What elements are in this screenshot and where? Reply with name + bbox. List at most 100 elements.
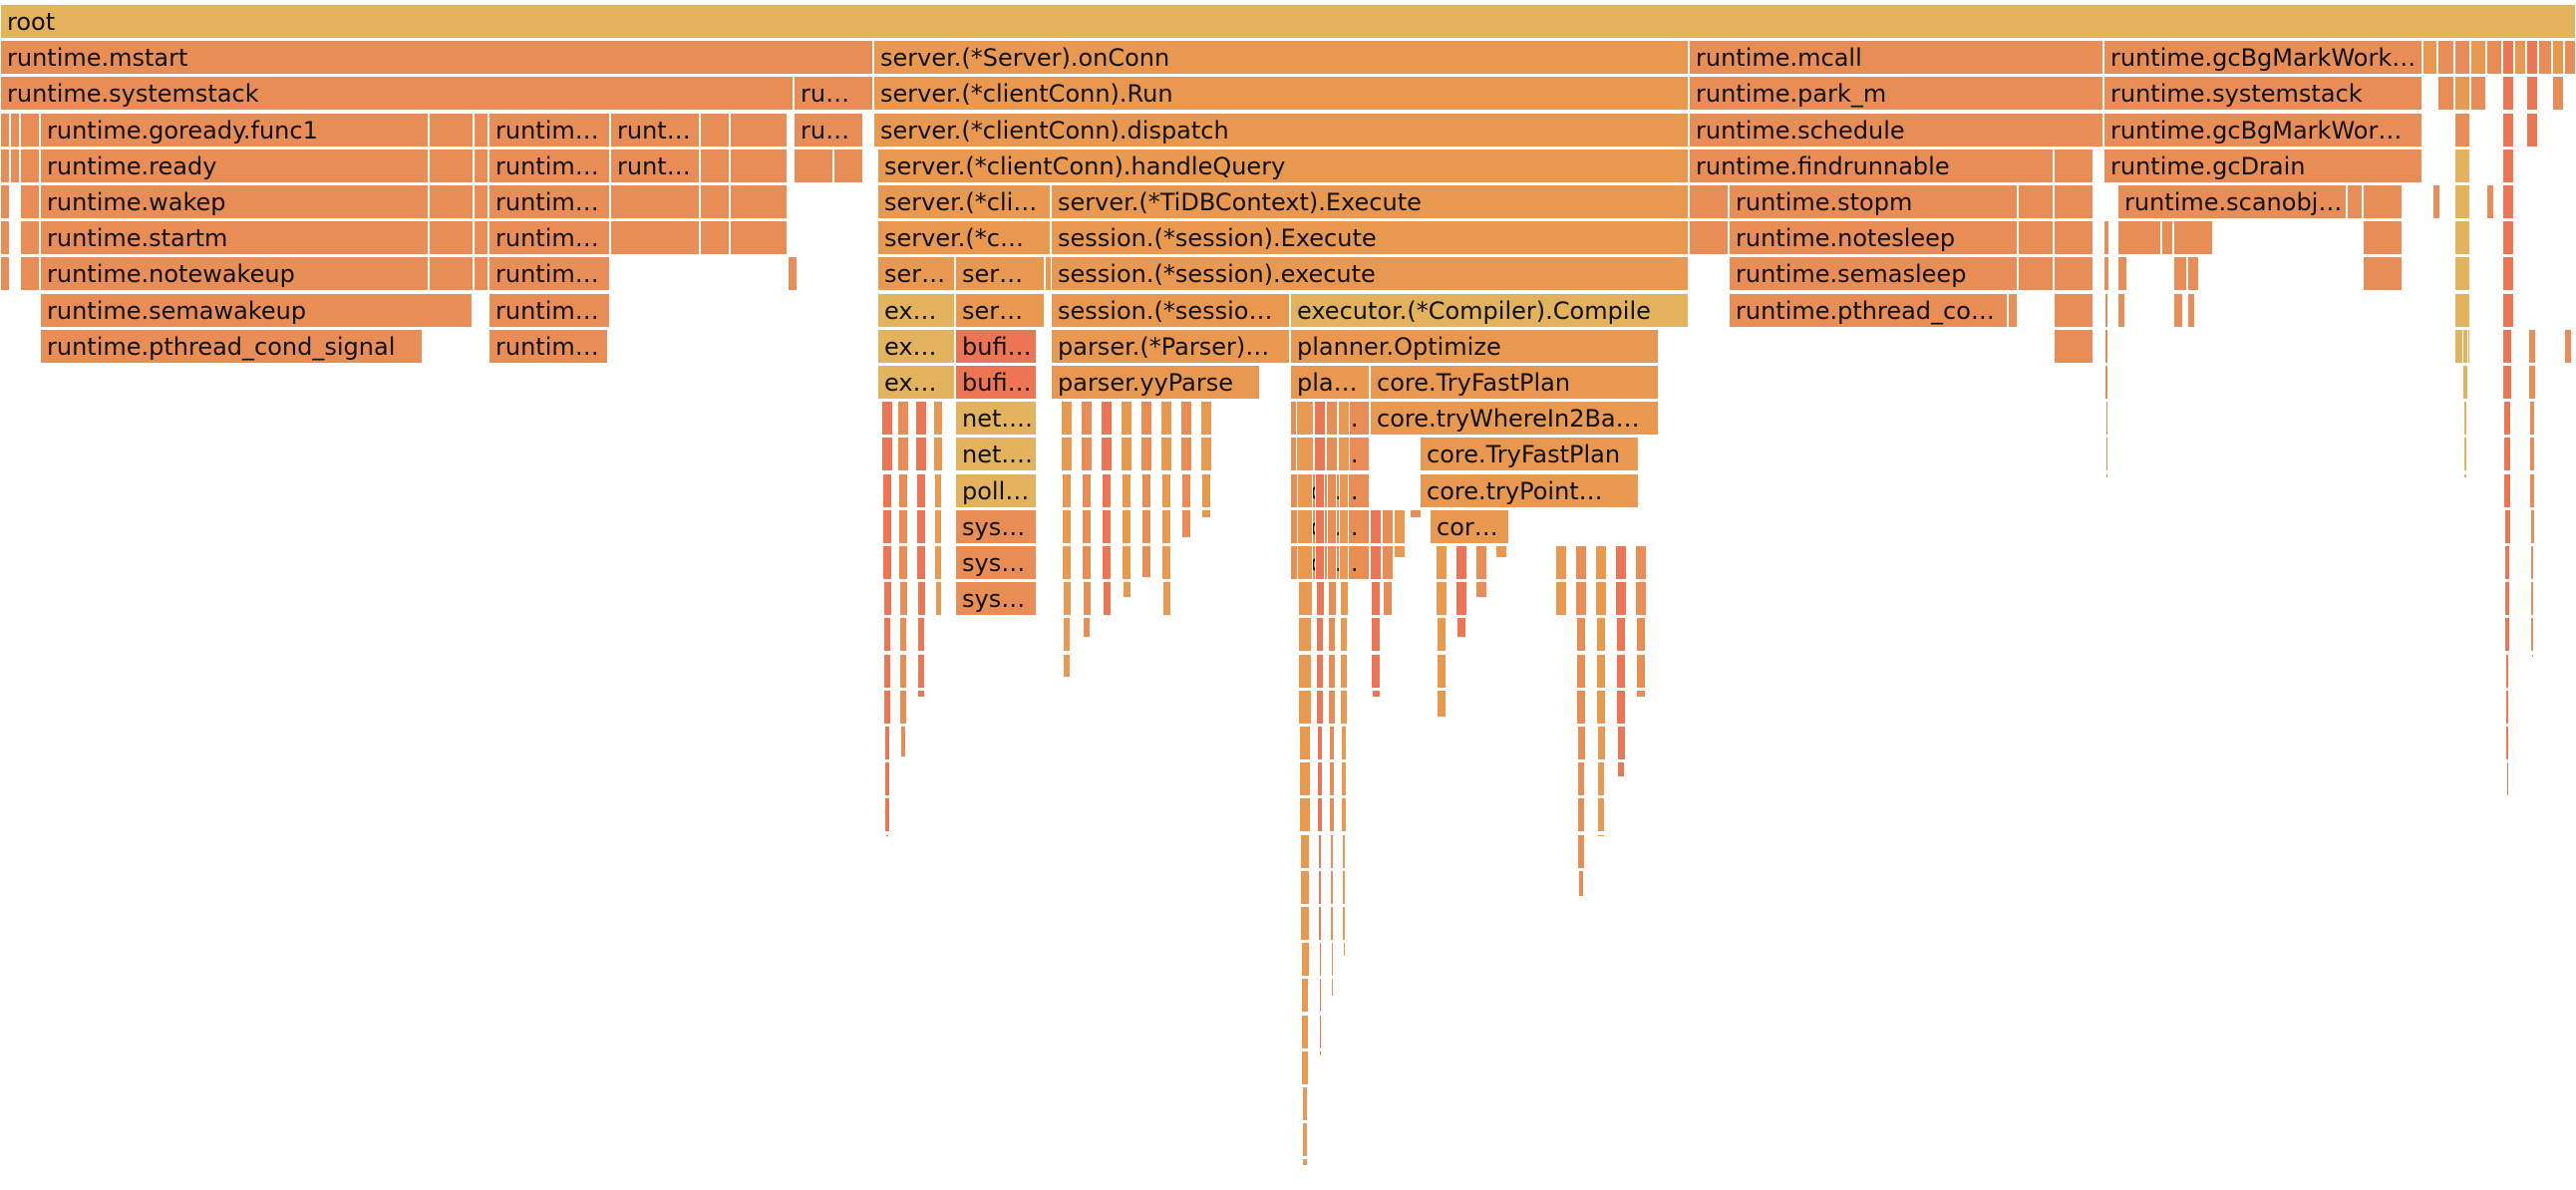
flame-frame-tail[interactable] <box>1317 797 1323 833</box>
flame-frame-tail[interactable] <box>1302 1122 1308 1158</box>
flame-frame-tail[interactable] <box>1370 581 1382 617</box>
flame-frame-unlabeled[interactable] <box>1689 220 1729 256</box>
flame-frame[interactable]: session.(*sessio… <box>1051 292 1290 328</box>
flame-frame-tail[interactable] <box>1576 726 1586 760</box>
flame-frame-tail[interactable] <box>882 545 892 580</box>
flame-frame-unlabeled[interactable] <box>2564 40 2576 76</box>
flame-frame-tail[interactable] <box>1317 761 1323 797</box>
flame-frame[interactable]: runtime.mcall <box>1689 40 2103 76</box>
flame-frame[interactable]: server.(*c… <box>877 220 1051 256</box>
flame-frame-tail[interactable] <box>2503 472 2511 508</box>
flame-frame-tail[interactable] <box>1370 508 1382 544</box>
flame-frame-tail[interactable] <box>1296 508 1314 544</box>
flame-frame-unlabeled[interactable] <box>0 112 10 148</box>
flame-frame-tail[interactable] <box>1370 617 1382 653</box>
flame-frame-tail[interactable] <box>2463 472 2467 478</box>
flame-frame-tail[interactable] <box>2502 328 2512 364</box>
flame-frame-tail[interactable] <box>1121 437 1132 472</box>
flame-frame-tail[interactable] <box>915 508 927 544</box>
flame-frame-tail[interactable] <box>1082 581 1092 617</box>
flame-frame-tail[interactable] <box>881 508 893 544</box>
flame-frame-unlabeled[interactable] <box>700 148 730 183</box>
flame-frame-tail[interactable] <box>1140 401 1152 437</box>
flame-frame-tail[interactable] <box>1436 617 1448 653</box>
flame-frame[interactable]: ex… <box>877 292 955 328</box>
flame-frame[interactable]: server.(*clientConn).dispatch <box>873 112 1689 148</box>
flame-frame-unlabeled[interactable] <box>0 256 10 292</box>
flame-frame-tail[interactable] <box>1315 617 1325 653</box>
flame-frame-unlabeled[interactable] <box>2008 292 2018 328</box>
flame-frame-tail[interactable] <box>2104 472 2108 478</box>
flame-frame[interactable]: runtim… <box>488 148 610 183</box>
flame-frame-tail[interactable] <box>1340 653 1348 689</box>
flame-frame-tail[interactable] <box>1329 869 1335 905</box>
flame-frame-tail[interactable] <box>1615 653 1627 689</box>
flame-frame-unlabeled[interactable] <box>2454 292 2470 328</box>
flame-frame-unlabeled[interactable] <box>0 220 10 256</box>
flame-frame-tail[interactable] <box>917 689 925 698</box>
flame-frame-tail[interactable] <box>1297 617 1313 653</box>
flame-frame-unlabeled[interactable] <box>429 256 474 292</box>
flame-frame-tail[interactable] <box>2504 581 2510 617</box>
flame-frame-tail[interactable] <box>1615 581 1627 617</box>
flame-frame-tail[interactable] <box>1495 545 1507 558</box>
flame-frame-tail[interactable] <box>1121 401 1132 437</box>
flame-frame-tail[interactable] <box>1597 833 1605 837</box>
flame-frame-unlabeled[interactable] <box>2161 220 2173 256</box>
flame-frame[interactable]: sys… <box>955 581 1037 617</box>
flame-frame[interactable]: core.tryWhereIn2Ba… <box>1370 401 1659 437</box>
flame-frame-tail[interactable] <box>1341 869 1347 905</box>
flame-frame-tail[interactable] <box>1102 581 1112 617</box>
flame-frame-tail[interactable] <box>1180 472 1192 508</box>
flame-frame[interactable]: runtime.pthread_cond_signal <box>40 328 423 364</box>
flame-frame-tail[interactable] <box>2529 472 2535 508</box>
flame-frame-tail[interactable] <box>1382 545 1394 580</box>
flame-frame-tail[interactable] <box>917 653 925 689</box>
flame-frame[interactable]: parser.(*Parser)… <box>1051 328 1290 364</box>
flame-frame-tail[interactable] <box>1339 617 1349 653</box>
flame-frame-tail[interactable] <box>2462 328 2468 364</box>
flame-frame-unlabeled[interactable] <box>2552 40 2564 76</box>
flame-frame[interactable]: bufi… <box>955 328 1037 364</box>
flame-frame-tail[interactable] <box>1161 581 1171 617</box>
flame-frame[interactable]: runtime.goready.func1 <box>40 112 429 148</box>
flame-frame[interactable]: runtime.pthread_co… <box>1729 292 2008 328</box>
flame-frame-unlabeled[interactable] <box>2502 112 2514 148</box>
flame-frame-unlabeled[interactable] <box>474 148 488 183</box>
flame-frame-unlabeled[interactable] <box>833 148 863 183</box>
flame-frame-tail[interactable] <box>1160 472 1172 508</box>
flame-frame-unlabeled[interactable] <box>730 148 788 183</box>
flame-frame-tail[interactable] <box>1575 617 1587 653</box>
flame-frame[interactable]: runt… <box>610 148 700 183</box>
flame-frame-tail[interactable] <box>1635 653 1647 689</box>
flame-frame-unlabeled[interactable] <box>2054 148 2093 183</box>
flame-frame-unlabeled[interactable] <box>10 148 20 183</box>
flame-frame-tail[interactable] <box>1555 545 1567 580</box>
flame-frame-unlabeled[interactable] <box>429 148 474 183</box>
flame-frame-tail[interactable] <box>1062 581 1072 617</box>
flame-frame-tail[interactable] <box>1300 906 1310 941</box>
flame-frame-tail[interactable] <box>2462 365 2468 400</box>
flame-frame-unlabeled[interactable] <box>2470 76 2486 112</box>
flame-frame-tail[interactable] <box>1122 581 1131 598</box>
flame-frame-unlabeled[interactable] <box>2363 220 2403 256</box>
flame-frame-tail[interactable] <box>1575 581 1587 617</box>
flame-frame-tail[interactable] <box>1101 472 1113 508</box>
flame-frame-tail[interactable] <box>1382 617 1394 620</box>
flame-frame[interactable]: poll… <box>955 472 1037 508</box>
flame-frame[interactable]: runtime.mstart <box>0 40 873 76</box>
flame-frame-tail[interactable] <box>884 761 890 797</box>
flame-frame-unlabeled[interactable] <box>2173 220 2213 256</box>
flame-frame[interactable]: core.tryPoint… <box>1420 472 1639 508</box>
flame-frame[interactable]: runtime.park_m <box>1689 76 2103 112</box>
flame-frame-tail[interactable] <box>1326 401 1338 437</box>
flame-frame-unlabeled[interactable] <box>2454 112 2470 148</box>
flame-frame-tail[interactable] <box>1081 401 1093 437</box>
flame-frame[interactable]: sys… <box>955 508 1037 544</box>
flame-frame-tail[interactable] <box>1298 689 1312 725</box>
flame-frame-tail[interactable] <box>881 437 893 472</box>
flame-frame-unlabeled[interactable] <box>2187 256 2199 292</box>
flame-frame-unlabeled[interactable] <box>2432 184 2440 219</box>
flame-frame-tail[interactable] <box>1328 689 1336 725</box>
flame-frame[interactable]: runtime.systemstack <box>2103 76 2422 112</box>
